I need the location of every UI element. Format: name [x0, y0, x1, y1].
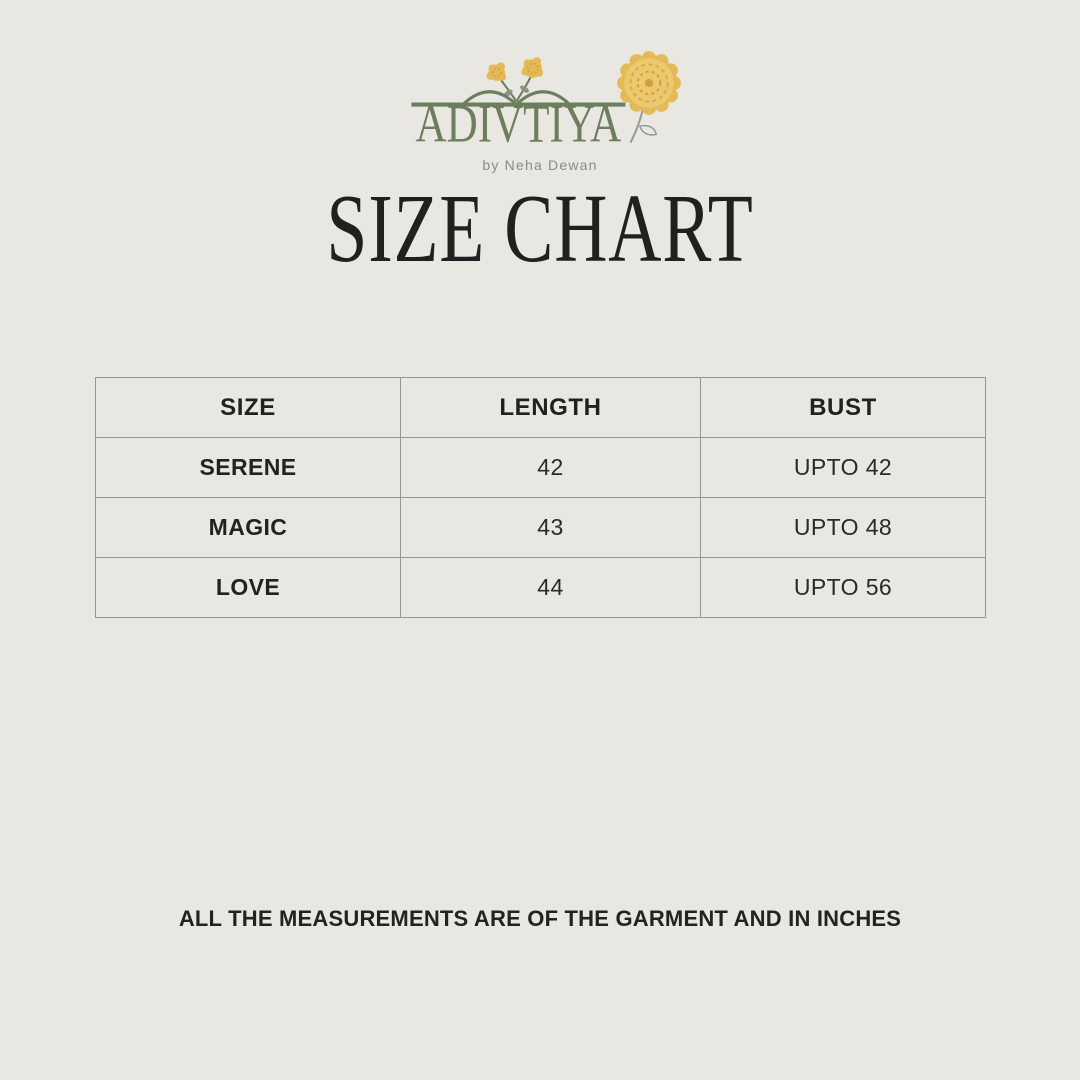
brand-wordmark: ADIVTIYA [416, 94, 622, 154]
length-cell: 42 [400, 437, 701, 498]
page-title: SIZE CHART [326, 175, 754, 282]
brand-logo: ADIVTIYA by Neha Dewan [0, 48, 1080, 173]
table-row: SERENE 42 UPTO 42 [95, 437, 986, 498]
small-marigold-sprigs-icon [486, 57, 544, 103]
column-header-bust: BUST [700, 377, 986, 438]
marigold-flower-icon [617, 51, 681, 144]
column-header-length: LENGTH [400, 377, 701, 438]
brand-tagline: by Neha Dewan [482, 157, 598, 173]
length-cell: 43 [400, 497, 701, 558]
measurement-note: ALL THE MEASUREMENTS ARE OF THE GARMENT … [178, 906, 902, 931]
bust-cell: UPTO 56 [700, 557, 986, 618]
size-cell: LOVE [95, 557, 401, 618]
column-header-size: SIZE [95, 377, 401, 438]
brand-logo-graphic: ADIVTIYA [411, 51, 681, 154]
wordmark-bar [411, 90, 626, 107]
table-row: LOVE 44 UPTO 56 [95, 557, 986, 618]
length-cell: 44 [400, 557, 701, 618]
bust-cell: UPTO 48 [700, 497, 986, 558]
table-row: MAGIC 43 UPTO 48 [95, 497, 986, 558]
size-table-section: SIZE LENGTH BUST SERENE 42 UPTO 42 MAGIC… [95, 377, 986, 618]
title-block: SIZE CHART [0, 180, 1080, 277]
size-table: SIZE LENGTH BUST SERENE 42 UPTO 42 MAGIC… [95, 377, 986, 618]
size-cell: MAGIC [95, 497, 401, 558]
table-header-row: SIZE LENGTH BUST [95, 377, 986, 438]
size-cell: SERENE [95, 437, 401, 498]
bust-cell: UPTO 42 [700, 437, 986, 498]
